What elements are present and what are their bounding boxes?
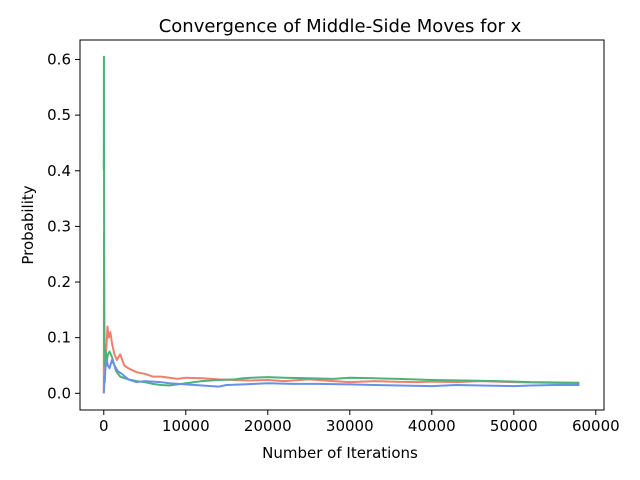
- x-tick-label: 0: [99, 417, 109, 435]
- y-tick-label: 0.6: [47, 50, 71, 68]
- y-axis-label: Probability: [19, 185, 37, 264]
- series-line-2: [102, 55, 580, 387]
- plot-lines: [102, 55, 580, 394]
- chart-title: Convergence of Middle-Side Moves for x: [159, 16, 522, 37]
- y-axis-ticks: 0.0 0.1 0.2 0.3 0.4 0.5 0.6: [47, 50, 80, 402]
- x-axis-ticks: 0 10000 20000 30000 40000 50000 60000: [99, 410, 620, 435]
- x-tick-label: 30000: [326, 417, 374, 435]
- x-tick-label: 10000: [162, 417, 210, 435]
- x-tick-label: 60000: [572, 417, 620, 435]
- series-line-3: [102, 358, 580, 394]
- y-tick-label: 0.4: [47, 162, 71, 180]
- y-tick-label: 0.5: [47, 106, 71, 124]
- x-tick-label: 50000: [490, 417, 538, 435]
- x-tick-label: 20000: [244, 417, 292, 435]
- y-tick-label: 0.1: [47, 329, 71, 347]
- plot-frame: [79, 39, 605, 411]
- y-tick-label: 0.2: [47, 273, 71, 291]
- y-tick-label: 0.0: [47, 384, 71, 402]
- series-line-1: [102, 230, 580, 394]
- x-axis-label: Number of Iterations: [262, 444, 418, 462]
- x-tick-label: 40000: [408, 417, 456, 435]
- y-tick-label: 0.3: [47, 217, 71, 235]
